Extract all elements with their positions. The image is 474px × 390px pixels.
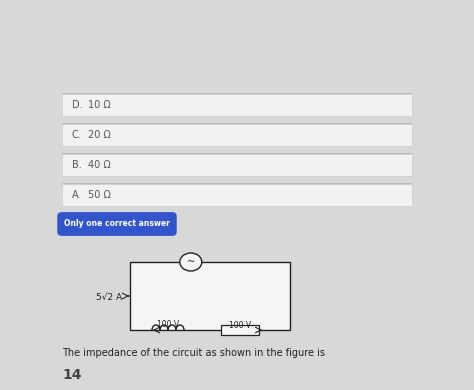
Text: ~: ~	[187, 257, 195, 267]
Text: B.: B.	[72, 160, 82, 170]
Text: The impedance of the circuit as shown in the figure is: The impedance of the circuit as shown in…	[62, 348, 325, 358]
Bar	[62, 123, 412, 125]
Text: D.: D.	[72, 100, 82, 110]
Text: 14: 14	[62, 368, 82, 382]
Text: C.: C.	[72, 130, 82, 140]
Text: A.: A.	[72, 190, 82, 200]
Text: 100 V: 100 V	[229, 321, 251, 330]
Bar	[221, 325, 259, 335]
Bar	[62, 153, 412, 155]
Bar	[130, 262, 290, 330]
Bar	[62, 124, 412, 146]
Ellipse shape	[180, 253, 202, 271]
Bar	[62, 94, 412, 116]
Text: 100 V: 100 V	[157, 320, 179, 329]
Text: 20 Ω: 20 Ω	[88, 130, 111, 140]
Text: 10 Ω: 10 Ω	[88, 100, 111, 110]
Text: Only one correct answer: Only one correct answer	[64, 220, 170, 229]
FancyBboxPatch shape	[57, 212, 177, 236]
Bar	[62, 183, 412, 185]
Text: 50 Ω: 50 Ω	[88, 190, 111, 200]
Text: 40 Ω: 40 Ω	[88, 160, 111, 170]
Bar	[62, 154, 412, 176]
Bar	[62, 184, 412, 206]
Text: 5√2 A: 5√2 A	[96, 293, 122, 302]
Bar	[62, 93, 412, 95]
